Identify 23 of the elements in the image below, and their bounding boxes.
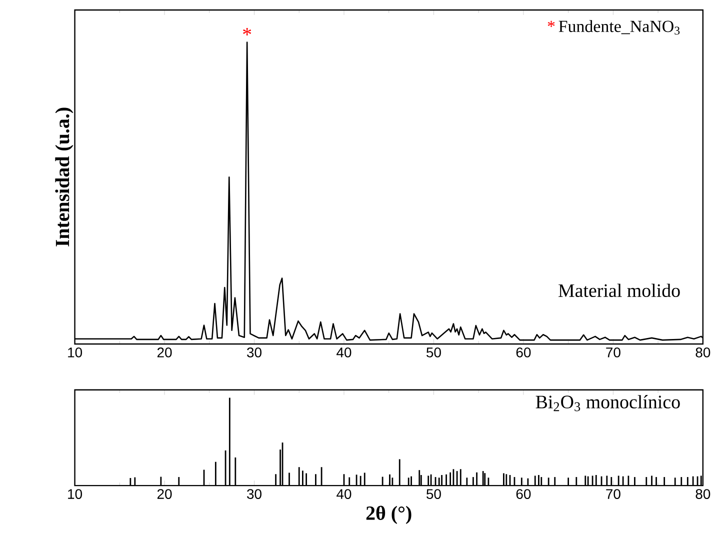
x-tick-label: 30 (247, 488, 262, 499)
text: * (548, 20, 555, 27)
x-tick-label: 50 (426, 488, 441, 499)
text: Bi$_{2}$O$_{3}$ monoclínico (536, 394, 680, 412)
text: Fundente_NaNO$_{3}$ (558, 20, 680, 34)
x-tick-label: 40 (336, 347, 352, 358)
x-tick-label: 40 (336, 488, 352, 499)
x-tick-label: 60 (516, 347, 531, 358)
x-tick-label: 60 (516, 488, 531, 499)
annotation: * (243, 28, 252, 36)
x-tick-label: 20 (157, 488, 172, 499)
x-tick-label: 10 (68, 488, 82, 499)
x-tick-label: 70 (606, 347, 620, 358)
x-tick-label: 30 (247, 347, 262, 358)
x-tick-label: 80 (696, 488, 710, 499)
x-axis-title: 2θ (°) (366, 506, 412, 524)
x-tick-label: 20 (157, 347, 172, 358)
y-axis-title: Intensidad (u.a.) (55, 108, 74, 246)
x-tick-label: 50 (426, 347, 441, 358)
text: Material molido (558, 284, 680, 297)
x-tick-label: 80 (696, 347, 710, 358)
x-tick-label: 70 (606, 488, 620, 499)
x-tick-label: 10 (68, 347, 82, 358)
